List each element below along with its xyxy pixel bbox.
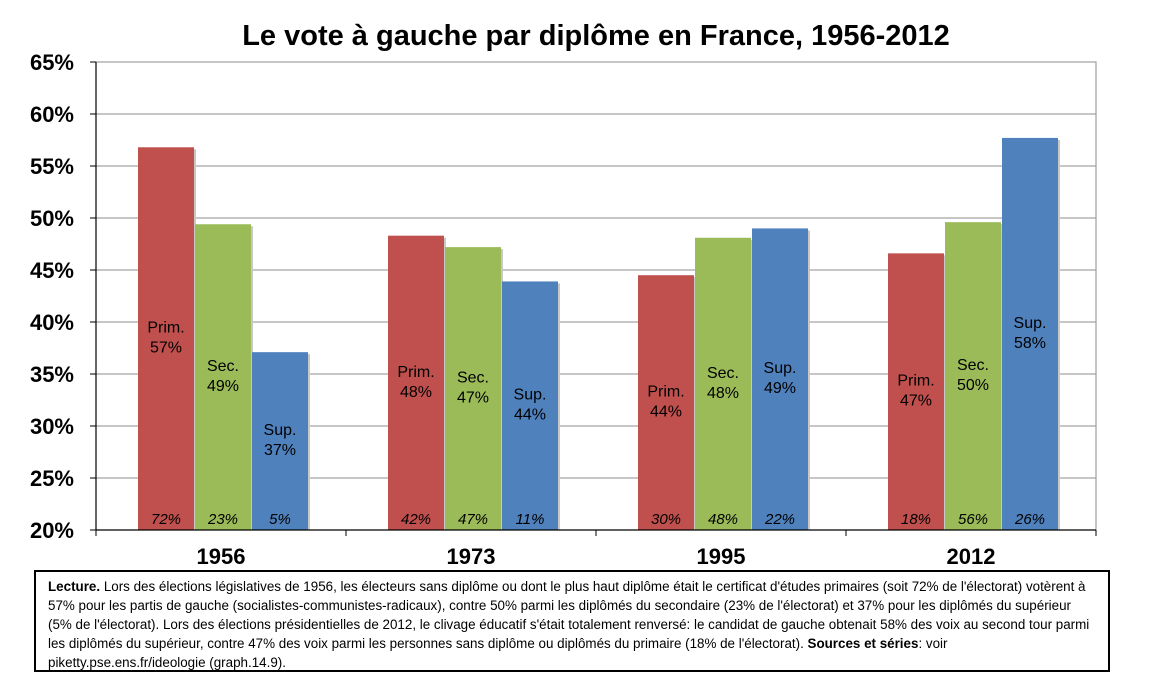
y-tick-label: 50% [30,206,74,231]
note-body: Lors des élections législatives de 1956,… [48,579,1090,651]
bar-value-label: 50% [957,377,989,394]
bar-sup-1973 [502,281,558,530]
y-tick-label: 65% [30,50,74,75]
x-tick-label: 1956 [197,544,246,569]
bar-series-label: Prim. [897,373,934,390]
bar-series-label: Sec. [207,358,239,375]
bar-series-label: Sup. [514,387,547,404]
bar-sup-1995 [752,228,808,530]
x-tick-label: 1995 [697,544,746,569]
y-tick-label: 55% [30,154,74,179]
bar-series-label: Sec. [957,357,989,374]
bar-sec-1995 [695,237,751,530]
bar-share-label: 18% [901,511,931,528]
bar-series-label: Sup. [1014,315,1047,332]
bar-share-label: 56% [958,511,988,528]
bar-series-label: Prim. [397,364,434,381]
bar-share-label: 42% [401,511,431,528]
y-tick-label: 20% [30,518,74,543]
bar-value-label: 49% [207,378,239,395]
bar-value-label: 47% [457,390,489,407]
note-lead: Lecture. [48,579,101,594]
bar-share-label: 23% [207,511,238,528]
y-tick-label: 30% [30,414,74,439]
x-tick-label: 1973 [447,544,496,569]
bar-value-label: 44% [514,407,546,424]
bar-sec-2012 [945,222,1001,530]
bar-series-label: Sec. [457,370,489,387]
bar-value-label: 37% [264,442,296,459]
bar-value-label: 48% [400,384,432,401]
bar-value-label: 49% [764,380,796,397]
bar-series-label: Prim. [647,384,684,401]
note-sources-label: Sources et séries [807,636,919,651]
y-axis: 20% 25% 30% 35% 40% 45% 50% 55% 60% 65% [30,50,97,543]
chart-title: Le vote à gauche par diplôme en France, … [242,20,950,52]
bar-series-label: Sup. [264,422,297,439]
y-tick-label: 35% [30,362,74,387]
bar-series-label: Sup. [764,360,797,377]
y-tick-label: 25% [30,466,74,491]
bar-share-label: 11% [516,511,545,528]
y-tick-label: 60% [30,102,74,127]
x-axis: 1956 1973 1995 2012 [95,529,1097,569]
bar-value-label: 48% [707,385,739,402]
bar-share-label: 5% [269,511,291,528]
bar-value-label: 58% [1014,335,1046,352]
bar-sec-1973 [445,247,501,530]
bar-chart: Prim. 57% 72% Sec. 49% 23% Sup. 37% 5% Prim. 48% 42… [30,50,1097,569]
bar-sup-1956 [252,352,308,530]
bar-prim-1973 [388,235,444,530]
bar-sec-1956 [195,224,251,531]
bar-share-label: 47% [458,511,488,528]
bars: Prim. 57% 72% Sec. 49% 23% Sup. 37% 5% Prim. 48% 42… [138,137,1060,531]
note-sources-text: : voir piketty.pse.ens.fr/ideologie (gra… [48,636,948,670]
reading-note: Lecture. Lors des élections législatives… [34,570,1110,672]
bar-share-label: 72% [151,511,181,528]
bar-share-label: 48% [708,511,738,528]
bar-prim-1956 [138,147,194,530]
bar-prim-1995 [638,275,694,530]
y-tick-label: 45% [30,258,74,283]
bar-value-label: 47% [900,393,932,410]
bar-value-label: 57% [150,340,182,357]
y-tick-label: 40% [30,310,74,335]
bar-series-label: Sec. [707,365,739,382]
bar-share-label: 30% [651,511,681,528]
bar-value-label: 44% [650,404,682,421]
bar-prim-2012 [888,253,944,531]
x-tick-label: 2012 [947,544,996,569]
bar-share-label: 26% [1014,511,1045,528]
bar-series-label: Prim. [147,320,184,337]
bar-sup-2012 [1002,137,1058,531]
bar-share-label: 22% [764,511,795,528]
